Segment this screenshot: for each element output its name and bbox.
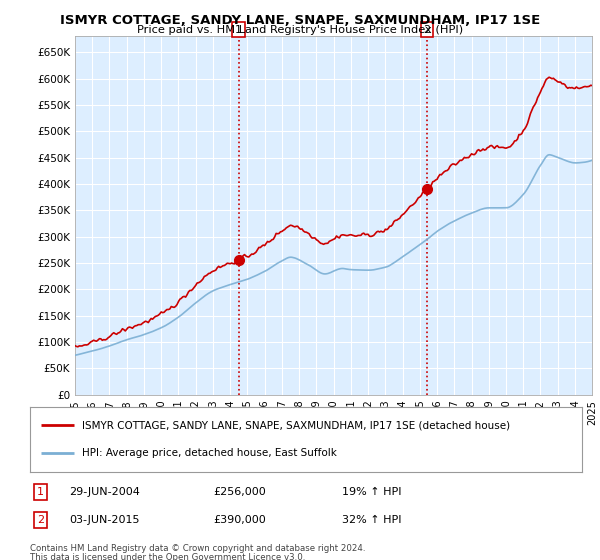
Text: 1: 1	[37, 487, 44, 497]
Text: HPI: Average price, detached house, East Suffolk: HPI: Average price, detached house, East…	[82, 449, 337, 459]
Text: 2: 2	[424, 25, 431, 35]
Text: 2: 2	[37, 515, 44, 525]
Text: 1: 1	[235, 25, 242, 35]
Text: This data is licensed under the Open Government Licence v3.0.: This data is licensed under the Open Gov…	[30, 553, 305, 560]
Text: 29-JUN-2004: 29-JUN-2004	[69, 487, 140, 497]
Text: 32% ↑ HPI: 32% ↑ HPI	[342, 515, 401, 525]
Text: 03-JUN-2015: 03-JUN-2015	[69, 515, 139, 525]
Text: ISMYR COTTAGE, SANDY LANE, SNAPE, SAXMUNDHAM, IP17 1SE: ISMYR COTTAGE, SANDY LANE, SNAPE, SAXMUN…	[60, 14, 540, 27]
Text: 19% ↑ HPI: 19% ↑ HPI	[342, 487, 401, 497]
Text: Contains HM Land Registry data © Crown copyright and database right 2024.: Contains HM Land Registry data © Crown c…	[30, 544, 365, 553]
Text: ISMYR COTTAGE, SANDY LANE, SNAPE, SAXMUNDHAM, IP17 1SE (detached house): ISMYR COTTAGE, SANDY LANE, SNAPE, SAXMUN…	[82, 420, 511, 430]
Text: £390,000: £390,000	[213, 515, 266, 525]
Text: £256,000: £256,000	[213, 487, 266, 497]
Text: Price paid vs. HM Land Registry's House Price Index (HPI): Price paid vs. HM Land Registry's House …	[137, 25, 463, 35]
